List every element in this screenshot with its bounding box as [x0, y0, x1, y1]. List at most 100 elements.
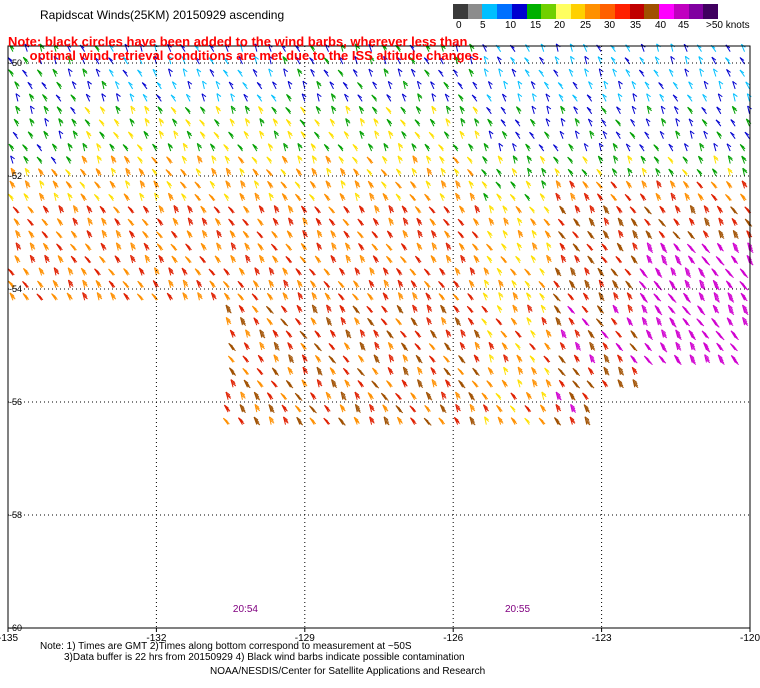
wind-barb	[309, 417, 317, 425]
wind-barb	[328, 343, 336, 351]
wind-barb	[600, 256, 608, 264]
wind-barb	[86, 230, 93, 239]
wind-barb	[309, 57, 315, 65]
wind-barb	[58, 205, 65, 214]
wind-barb	[703, 130, 709, 139]
colorbar-segment	[688, 4, 704, 19]
wind-barb	[639, 193, 647, 202]
wind-barb	[66, 292, 73, 301]
wind-barb	[511, 168, 518, 177]
wind-barb	[53, 267, 60, 276]
colorbar-segment	[614, 4, 630, 19]
wind-barb	[310, 143, 317, 152]
wind-barb	[209, 143, 216, 152]
wind-barb	[316, 366, 323, 376]
wind-barb	[675, 341, 682, 351]
wind-barb	[22, 144, 28, 152]
wind-barb	[555, 43, 561, 52]
wind-barb	[253, 416, 261, 426]
wind-barb	[266, 156, 273, 164]
wind-barb	[130, 105, 136, 114]
wind-barb	[568, 68, 574, 77]
wind-barb	[438, 417, 446, 425]
wind-barb	[486, 94, 492, 102]
wind-barb	[524, 417, 530, 425]
wind-barb	[374, 130, 380, 139]
wind-barb	[356, 368, 365, 377]
wind-barb	[641, 316, 648, 326]
wind-barb	[687, 230, 695, 240]
footer-note-1: Note: 1) Times are GMT 2)Times along bot…	[40, 641, 412, 652]
wind-barb	[99, 131, 105, 139]
wind-barb	[582, 181, 589, 189]
wind-barb	[425, 292, 432, 301]
wind-barb	[168, 55, 174, 65]
wind-barb	[388, 205, 395, 214]
wind-barb	[454, 317, 462, 326]
wind-barb	[653, 280, 663, 291]
wind-barb	[243, 93, 249, 102]
wind-barb	[223, 57, 229, 65]
wind-barb	[331, 379, 338, 389]
wind-barb	[438, 144, 444, 152]
wind-barb	[80, 267, 88, 276]
wind-barb	[424, 193, 431, 202]
wind-barb	[314, 119, 320, 127]
wind-barb	[732, 229, 739, 239]
wind-barb	[731, 217, 738, 226]
wind-barb	[496, 168, 502, 177]
wind-barb	[386, 230, 394, 239]
wind-barb	[23, 155, 29, 164]
wind-barb	[400, 243, 408, 251]
wind-barb	[601, 119, 607, 127]
wind-barb	[56, 218, 64, 226]
wind-barb	[358, 105, 365, 114]
wind-barb	[627, 167, 633, 177]
wind-barb	[661, 118, 667, 127]
wind-barb	[503, 217, 509, 226]
wind-barb	[266, 169, 273, 177]
wind-barb	[559, 242, 566, 251]
wind-barb	[225, 167, 232, 177]
wind-barb	[368, 68, 374, 77]
wind-barb	[382, 267, 389, 276]
wind-barb	[689, 341, 696, 351]
wind-barb	[53, 192, 59, 201]
wind-barb	[583, 143, 589, 152]
wind-barb	[286, 230, 293, 239]
wind-barb	[166, 156, 173, 164]
wind-barb	[253, 180, 260, 189]
wind-barb	[268, 68, 274, 77]
time-labels-layer: 20:54 20:55	[233, 604, 531, 615]
wind-barb	[468, 392, 476, 401]
wind-barb	[411, 167, 417, 177]
wind-barb	[712, 68, 718, 77]
wind-barb	[468, 180, 474, 189]
wind-barb	[268, 192, 274, 201]
wind-barb	[184, 106, 191, 115]
wind-barb	[583, 192, 590, 201]
wind-barb	[631, 366, 638, 376]
wind-barb	[699, 279, 706, 291]
wind-barb	[682, 318, 690, 327]
wind-barb	[552, 144, 559, 152]
wind-barb	[570, 192, 576, 201]
wind-barb	[410, 280, 417, 289]
wind-barb	[586, 243, 594, 251]
wind-barb	[243, 205, 250, 214]
wind-barb	[223, 268, 230, 276]
note-line-1: Note: black circles have been added to t…	[8, 34, 468, 49]
wind-barb	[110, 155, 117, 164]
wind-barb	[316, 229, 323, 239]
wind-barb	[730, 255, 739, 264]
wind-barb	[310, 317, 317, 326]
wind-barb	[254, 403, 261, 413]
wind-barb	[632, 242, 638, 251]
wind-barb	[626, 292, 633, 301]
wind-barb	[108, 280, 116, 289]
wind-barb	[553, 305, 562, 314]
wind-barb	[156, 243, 164, 251]
wind-barb	[199, 131, 206, 139]
wind-barb	[244, 118, 251, 127]
